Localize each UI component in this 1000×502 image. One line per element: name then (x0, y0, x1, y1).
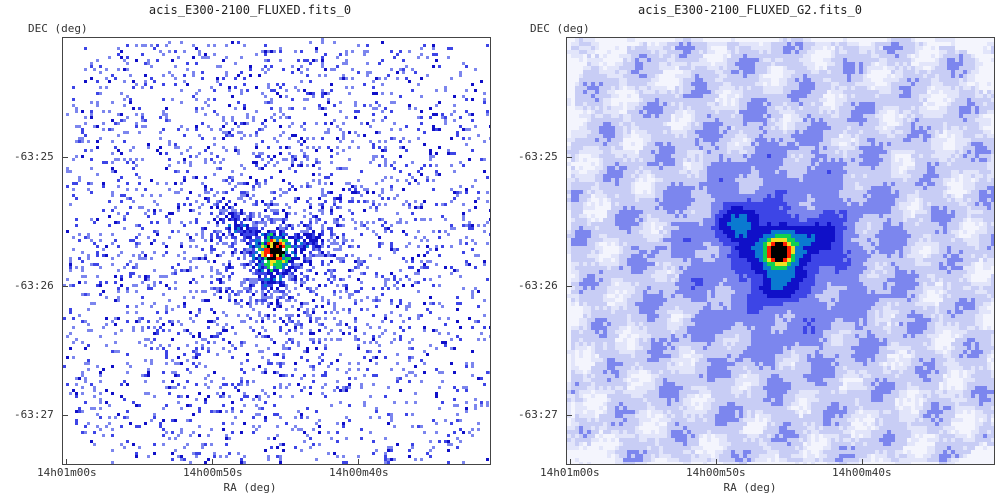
x-axis-label: RA (deg) (723, 481, 777, 494)
y-tick-mark (566, 157, 572, 158)
y-tick-label: -63:27 (518, 408, 558, 421)
x-axis-label: RA (deg) (223, 481, 277, 494)
y-tick-mark (62, 157, 68, 158)
smoothed-image (567, 38, 994, 464)
x-tick-label: 14h00m50s (686, 466, 746, 479)
y-tick-label: -63:26 (14, 279, 54, 292)
x-tick-mark (570, 459, 571, 465)
left-image-panel: acis_E300-2100_FLUXED.fits_0 DEC (deg) -… (14, 3, 491, 494)
x-tick-label: 14h00m50s (183, 466, 243, 479)
right-image-panel: acis_E300-2100_FLUXED_G2.fits_0 DEC (deg… (500, 0, 1000, 502)
panel-title: acis_E300-2100_FLUXED.fits_0 (148, 3, 352, 17)
binned-image (63, 38, 490, 464)
y-tick-mark (62, 415, 68, 416)
image-frame[interactable] (566, 37, 995, 465)
y-tick-label: -63:27 (14, 408, 54, 421)
x-tick-mark (716, 459, 717, 465)
y-tick-mark (566, 286, 572, 287)
y-tick-mark (566, 415, 572, 416)
x-tick-mark (66, 459, 67, 465)
y-tick-label: -63:26 (518, 279, 558, 292)
y-axis-label: DEC (deg) (530, 22, 590, 35)
x-tick-label: 14h00m40s (329, 466, 389, 479)
x-tick-mark (212, 459, 213, 465)
x-tick-label: 14h00m40s (832, 466, 892, 479)
panel-title: acis_E300-2100_FLUXED_G2.fits_0 (638, 3, 862, 17)
image-frame[interactable] (62, 37, 491, 465)
y-tick-mark (62, 286, 68, 287)
x-tick-mark (862, 459, 863, 465)
x-tick-mark (358, 459, 359, 465)
y-tick-label: -63:25 (518, 150, 558, 163)
x-tick-label: 14h01m00s (540, 466, 600, 479)
y-tick-label: -63:25 (14, 150, 54, 163)
x-tick-label: 14h01m00s (37, 466, 97, 479)
y-axis-label: DEC (deg) (28, 22, 88, 35)
